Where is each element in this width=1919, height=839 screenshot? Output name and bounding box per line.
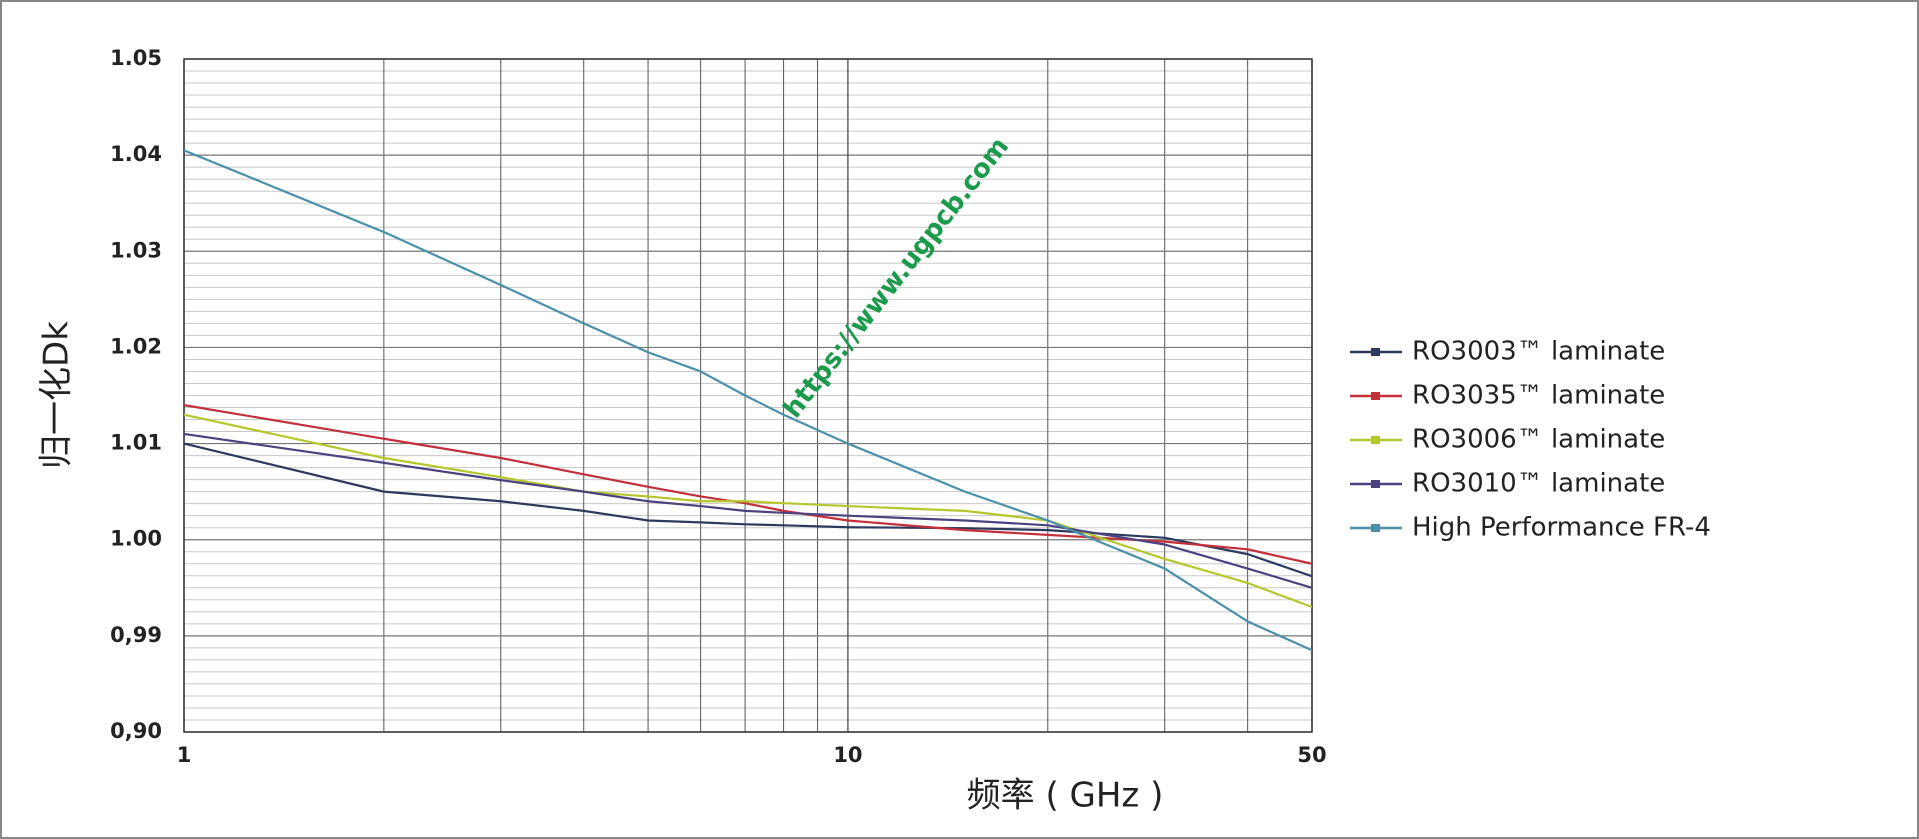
- legend-marker: [1371, 524, 1380, 532]
- legend-marker: [1371, 436, 1380, 444]
- y-tick-label: 1.01: [110, 431, 162, 455]
- legend-label: RO3010™ laminate: [1412, 469, 1665, 499]
- legend-label: RO3006™ laminate: [1412, 425, 1665, 455]
- y-tick-label: 1.02: [110, 334, 162, 358]
- x-tick-label: 10: [833, 743, 862, 767]
- y-tick-label: 0,99: [110, 623, 162, 647]
- data-line: [183, 442, 1313, 578]
- legend-label: RO3035™ laminate: [1412, 381, 1665, 411]
- data-line: [183, 413, 1313, 609]
- x-axis-label: 频率 ( GHz ): [967, 776, 1164, 816]
- legend-label: RO3003™ laminate: [1412, 337, 1665, 367]
- x-tick-label: 1: [177, 743, 192, 767]
- legend-marker: [1371, 392, 1380, 400]
- y-tick-label: 1.03: [110, 238, 162, 262]
- data-line: [183, 432, 1313, 589]
- y-tick-label: 1.04: [110, 142, 162, 166]
- y-tick-label: 1.05: [110, 46, 162, 70]
- legend-marker: [1371, 348, 1380, 356]
- legend-label: High Performance FR-4: [1412, 513, 1711, 543]
- legend-marker: [1371, 480, 1380, 488]
- y-tick-label: 0,90: [110, 719, 162, 743]
- y-tick-label: 1.00: [110, 527, 162, 551]
- plot-border: [183, 58, 1313, 733]
- data-line: [183, 149, 1313, 652]
- x-tick-label: 50: [1297, 743, 1326, 767]
- y-axis-label: 归一化Dk: [37, 321, 77, 469]
